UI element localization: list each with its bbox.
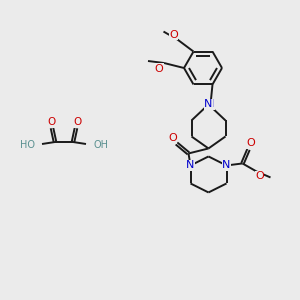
Text: N: N <box>204 100 213 110</box>
Text: O: O <box>246 139 255 148</box>
Text: N: N <box>186 160 195 170</box>
Text: HO: HO <box>20 140 35 150</box>
Text: O: O <box>47 117 55 127</box>
Text: OH: OH <box>93 140 108 150</box>
Text: O: O <box>168 134 177 143</box>
Text: O: O <box>169 29 178 40</box>
Text: O: O <box>154 64 164 74</box>
Text: N: N <box>222 160 231 170</box>
Text: O: O <box>73 117 81 127</box>
Text: N: N <box>206 100 215 110</box>
Text: O: O <box>255 172 264 182</box>
Text: N: N <box>186 160 195 170</box>
